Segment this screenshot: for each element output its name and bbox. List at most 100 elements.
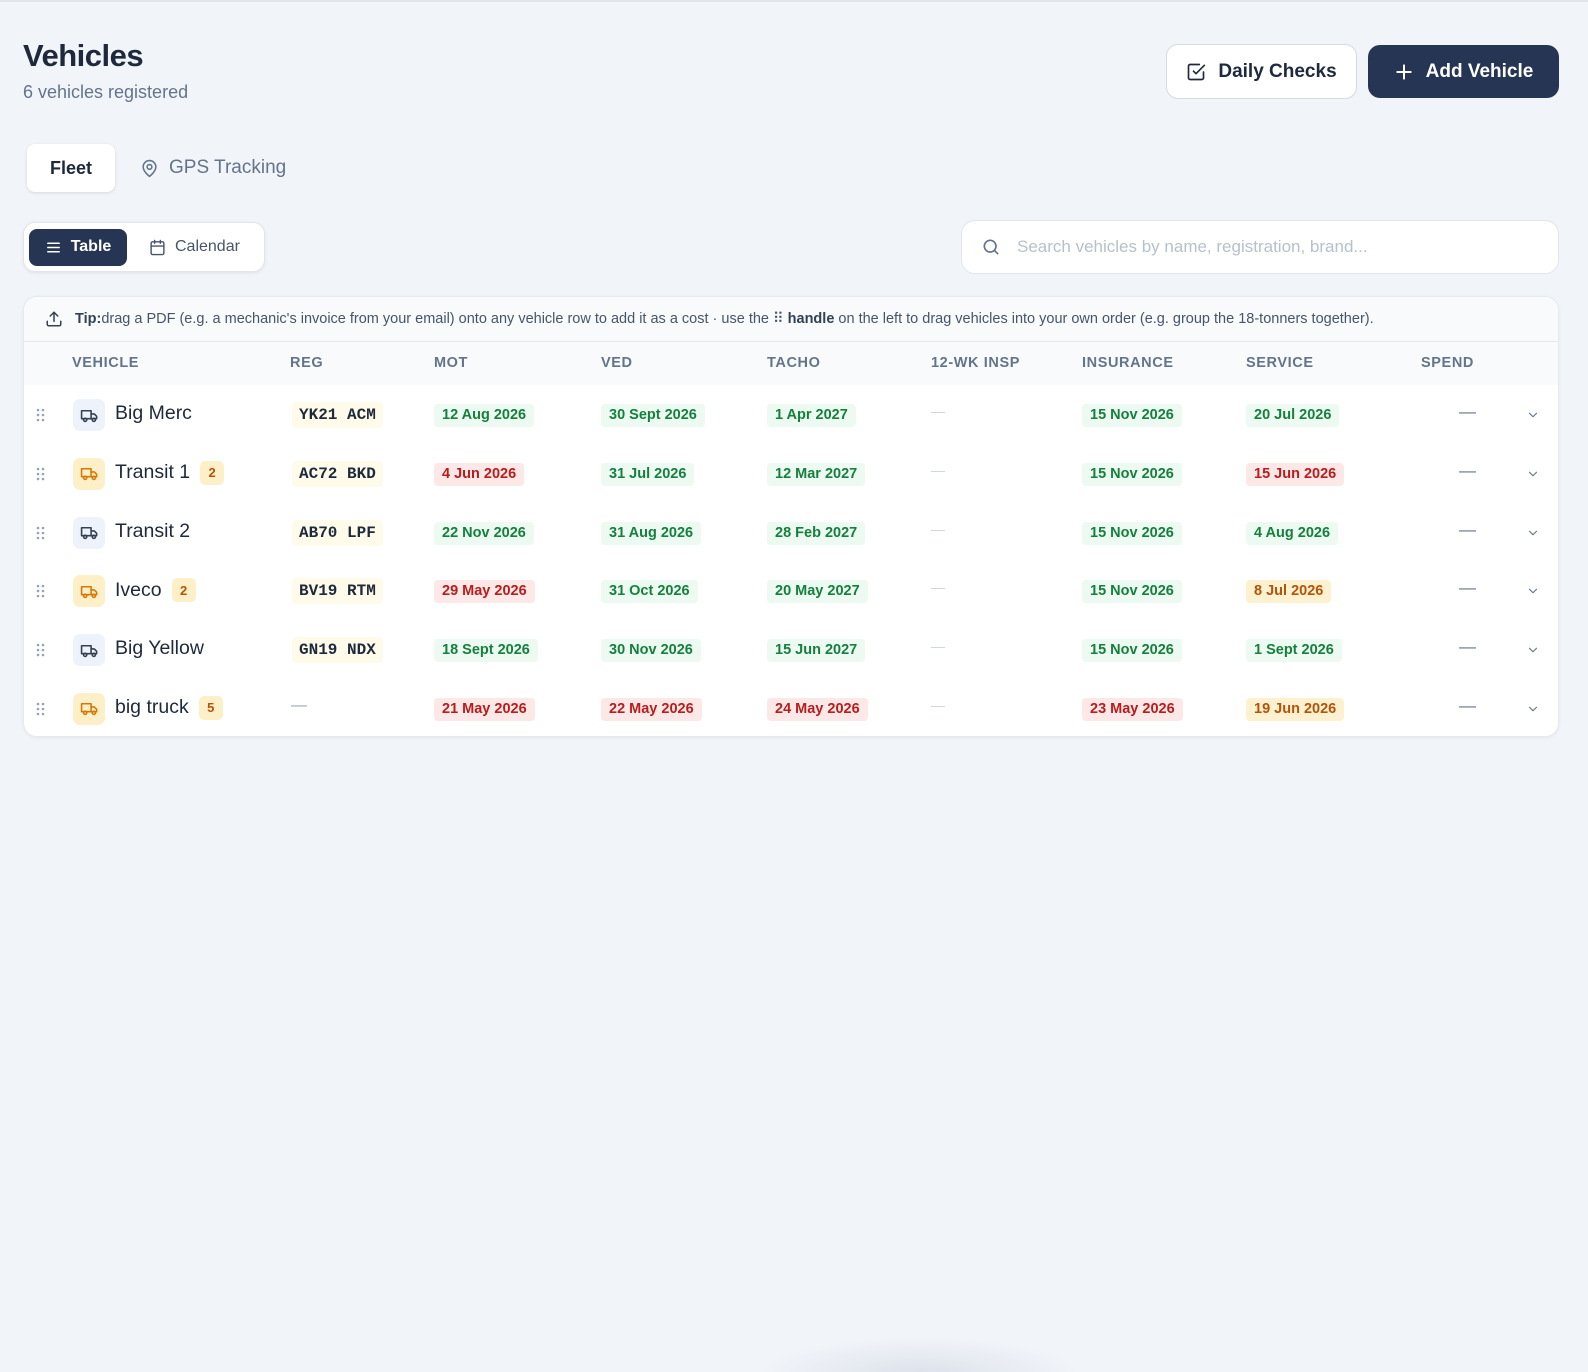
col-tacho[interactable]: TACHO [767, 355, 821, 371]
vehicle-name[interactable]: Transit 1 2 [115, 460, 225, 485]
drag-handle-icon[interactable] [36, 584, 45, 603]
upload-icon [46, 311, 62, 327]
service-date: 15 Jun 2026 [1246, 462, 1345, 486]
ved-date: 31 Aug 2026 [601, 521, 702, 545]
chevron-down-icon[interactable] [1526, 467, 1540, 486]
mot-date: 29 May 2026 [434, 580, 535, 604]
table-header: VEHICLE REG MOT VED TACHO 12-WK INSP INS… [24, 342, 1558, 385]
checkbox-icon [1188, 63, 1206, 80]
col-spend[interactable]: SPEND [1421, 355, 1474, 371]
search-input[interactable] [1017, 237, 1558, 257]
ved-date: 30 Sept 2026 [601, 404, 705, 427]
plus-icon [1395, 63, 1412, 80]
search-box [961, 220, 1559, 274]
col-mot[interactable]: MOT [434, 355, 469, 371]
tip-text-part1: drag a PDF (e.g. a mechanic's invoice fr… [101, 311, 784, 327]
page-tabs: Fleet GPS Tracking [27, 144, 286, 192]
vehicle-name-label: big truck [115, 696, 189, 719]
daily-checks-button[interactable]: Daily Checks [1166, 44, 1357, 99]
bottom-shadow [760, 1337, 1080, 1372]
ved-date: 22 May 2026 [601, 697, 702, 721]
service-date: 8 Jul 2026 [1246, 580, 1332, 604]
calendar-view-button[interactable]: Calendar [149, 238, 240, 256]
chevron-down-icon[interactable] [1526, 643, 1540, 662]
vehicle-name[interactable]: Iveco 2 [115, 578, 196, 603]
12wk-insp-date: — [931, 638, 945, 655]
ved-date: 31 Jul 2026 [601, 462, 695, 486]
service-date: 20 Jul 2026 [1246, 404, 1340, 427]
spend-value: — [1459, 402, 1476, 421]
vehicle-name[interactable]: Transit 2 [115, 520, 190, 543]
vehicle-alert-count-badge: 2 [200, 460, 225, 485]
drag-handle-icon[interactable] [36, 643, 45, 662]
spend-value: — [1459, 519, 1476, 539]
tip-banner: Tip:drag a PDF (e.g. a mechanic's invoic… [24, 297, 1558, 342]
ved-date: 31 Oct 2026 [601, 580, 698, 604]
page-subtitle: 6 vehicles registered [23, 82, 189, 102]
mot-date: 22 Nov 2026 [434, 521, 534, 545]
truck-icon [73, 692, 105, 725]
table-view-button[interactable]: Table [29, 228, 127, 266]
registration-plate: — [291, 696, 307, 714]
col-insurance[interactable]: INSURANCE [1082, 355, 1174, 371]
tip-text-part2: on the left to drag vehicles into your o… [838, 311, 1374, 327]
search-icon [983, 239, 999, 255]
drag-handle-icon[interactable] [36, 702, 45, 721]
registration-plate: YK21 ACM [292, 402, 383, 428]
12wk-insp-date: — [931, 461, 945, 478]
12wk-insp-date: — [931, 520, 945, 537]
drag-handle-icon[interactable] [36, 467, 45, 486]
tacho-date: 1 Apr 2027 [767, 404, 856, 427]
col-reg[interactable]: REG [290, 355, 324, 371]
table-row[interactable]: big truck 5 — 21 May 2026 22 May 2026 24 May … [24, 679, 1558, 736]
col-vehicle[interactable]: VEHICLE [72, 355, 140, 371]
vehicle-name[interactable]: Big Merc [115, 402, 192, 425]
chevron-down-icon[interactable] [1526, 526, 1540, 545]
spend-value: — [1459, 578, 1476, 598]
vehicle-name-label: Big Yellow [115, 637, 204, 660]
table-row[interactable]: Big Yellow GN19 NDX 18 Sept 2026 30 Nov 202… [24, 620, 1558, 679]
service-date: 19 Jun 2026 [1246, 697, 1345, 721]
spend-value: — [1459, 695, 1476, 715]
truck-icon [73, 457, 105, 490]
chevron-down-icon[interactable] [1526, 584, 1540, 603]
page-header: Vehicles 6 vehicles registered [23, 38, 188, 103]
12wk-insp-date: — [931, 403, 945, 419]
registration-plate: AB70 LPF [292, 519, 383, 546]
tacho-date: 20 May 2027 [767, 580, 868, 604]
mot-date: 18 Sept 2026 [434, 639, 538, 663]
registration-plate: AC72 BKD [292, 460, 383, 487]
spend-value: — [1459, 460, 1476, 480]
vehicle-name-label: Big Merc [115, 402, 192, 424]
vehicle-name[interactable]: big truck 5 [115, 695, 223, 720]
col-ved[interactable]: VED [601, 355, 633, 371]
vehicle-name[interactable]: Big Yellow [115, 637, 204, 660]
tacho-date: 15 Jun 2027 [767, 639, 866, 663]
tab-fleet[interactable]: Fleet [27, 144, 115, 192]
col-service[interactable]: SERVICE [1246, 355, 1314, 371]
tab-gps-tracking[interactable]: GPS Tracking [140, 157, 286, 179]
tip-handle: handle [787, 311, 835, 327]
table-row[interactable]: Iveco 2 BV19 RTM 29 May 2026 31 Oct 2026 20 M… [24, 561, 1558, 620]
list-icon [46, 241, 60, 253]
vehicles-table-card: Tip:drag a PDF (e.g. a mechanic's invoic… [23, 296, 1559, 737]
calendar-icon [150, 239, 165, 255]
ved-date: 30 Nov 2026 [601, 639, 701, 663]
tip-text: Tip:drag a PDF (e.g. a mechanic's invoic… [75, 311, 1374, 327]
service-date: 1 Sept 2026 [1246, 639, 1342, 663]
daily-checks-label: Daily Checks [1218, 60, 1337, 82]
table-row[interactable]: Big Merc YK21 ACM 12 Aug 2026 30 Sept 2026 1… [24, 385, 1558, 444]
mot-date: 12 Aug 2026 [434, 404, 535, 427]
add-vehicle-button[interactable]: Add Vehicle [1368, 45, 1559, 98]
drag-handle-icon[interactable] [36, 408, 45, 427]
table-row[interactable]: Transit 2 AB70 LPF 22 Nov 2026 31 Aug 2026 2… [24, 503, 1558, 562]
drag-handle-icon[interactable] [36, 526, 45, 545]
col-12wk-insp[interactable]: 12-WK INSP [931, 355, 1020, 371]
calendar-view-label: Calendar [175, 238, 240, 255]
table-row[interactable]: Transit 1 2 AC72 BKD 4 Jun 2026 31 Jul 2026 1… [24, 444, 1558, 503]
chevron-down-icon[interactable] [1526, 702, 1540, 721]
registration-plate: BV19 RTM [292, 578, 383, 605]
chevron-down-icon[interactable] [1526, 408, 1540, 427]
table-body: Big Merc YK21 ACM 12 Aug 2026 30 Sept 2026 1… [24, 385, 1558, 736]
registration-plate: GN19 NDX [292, 637, 383, 664]
